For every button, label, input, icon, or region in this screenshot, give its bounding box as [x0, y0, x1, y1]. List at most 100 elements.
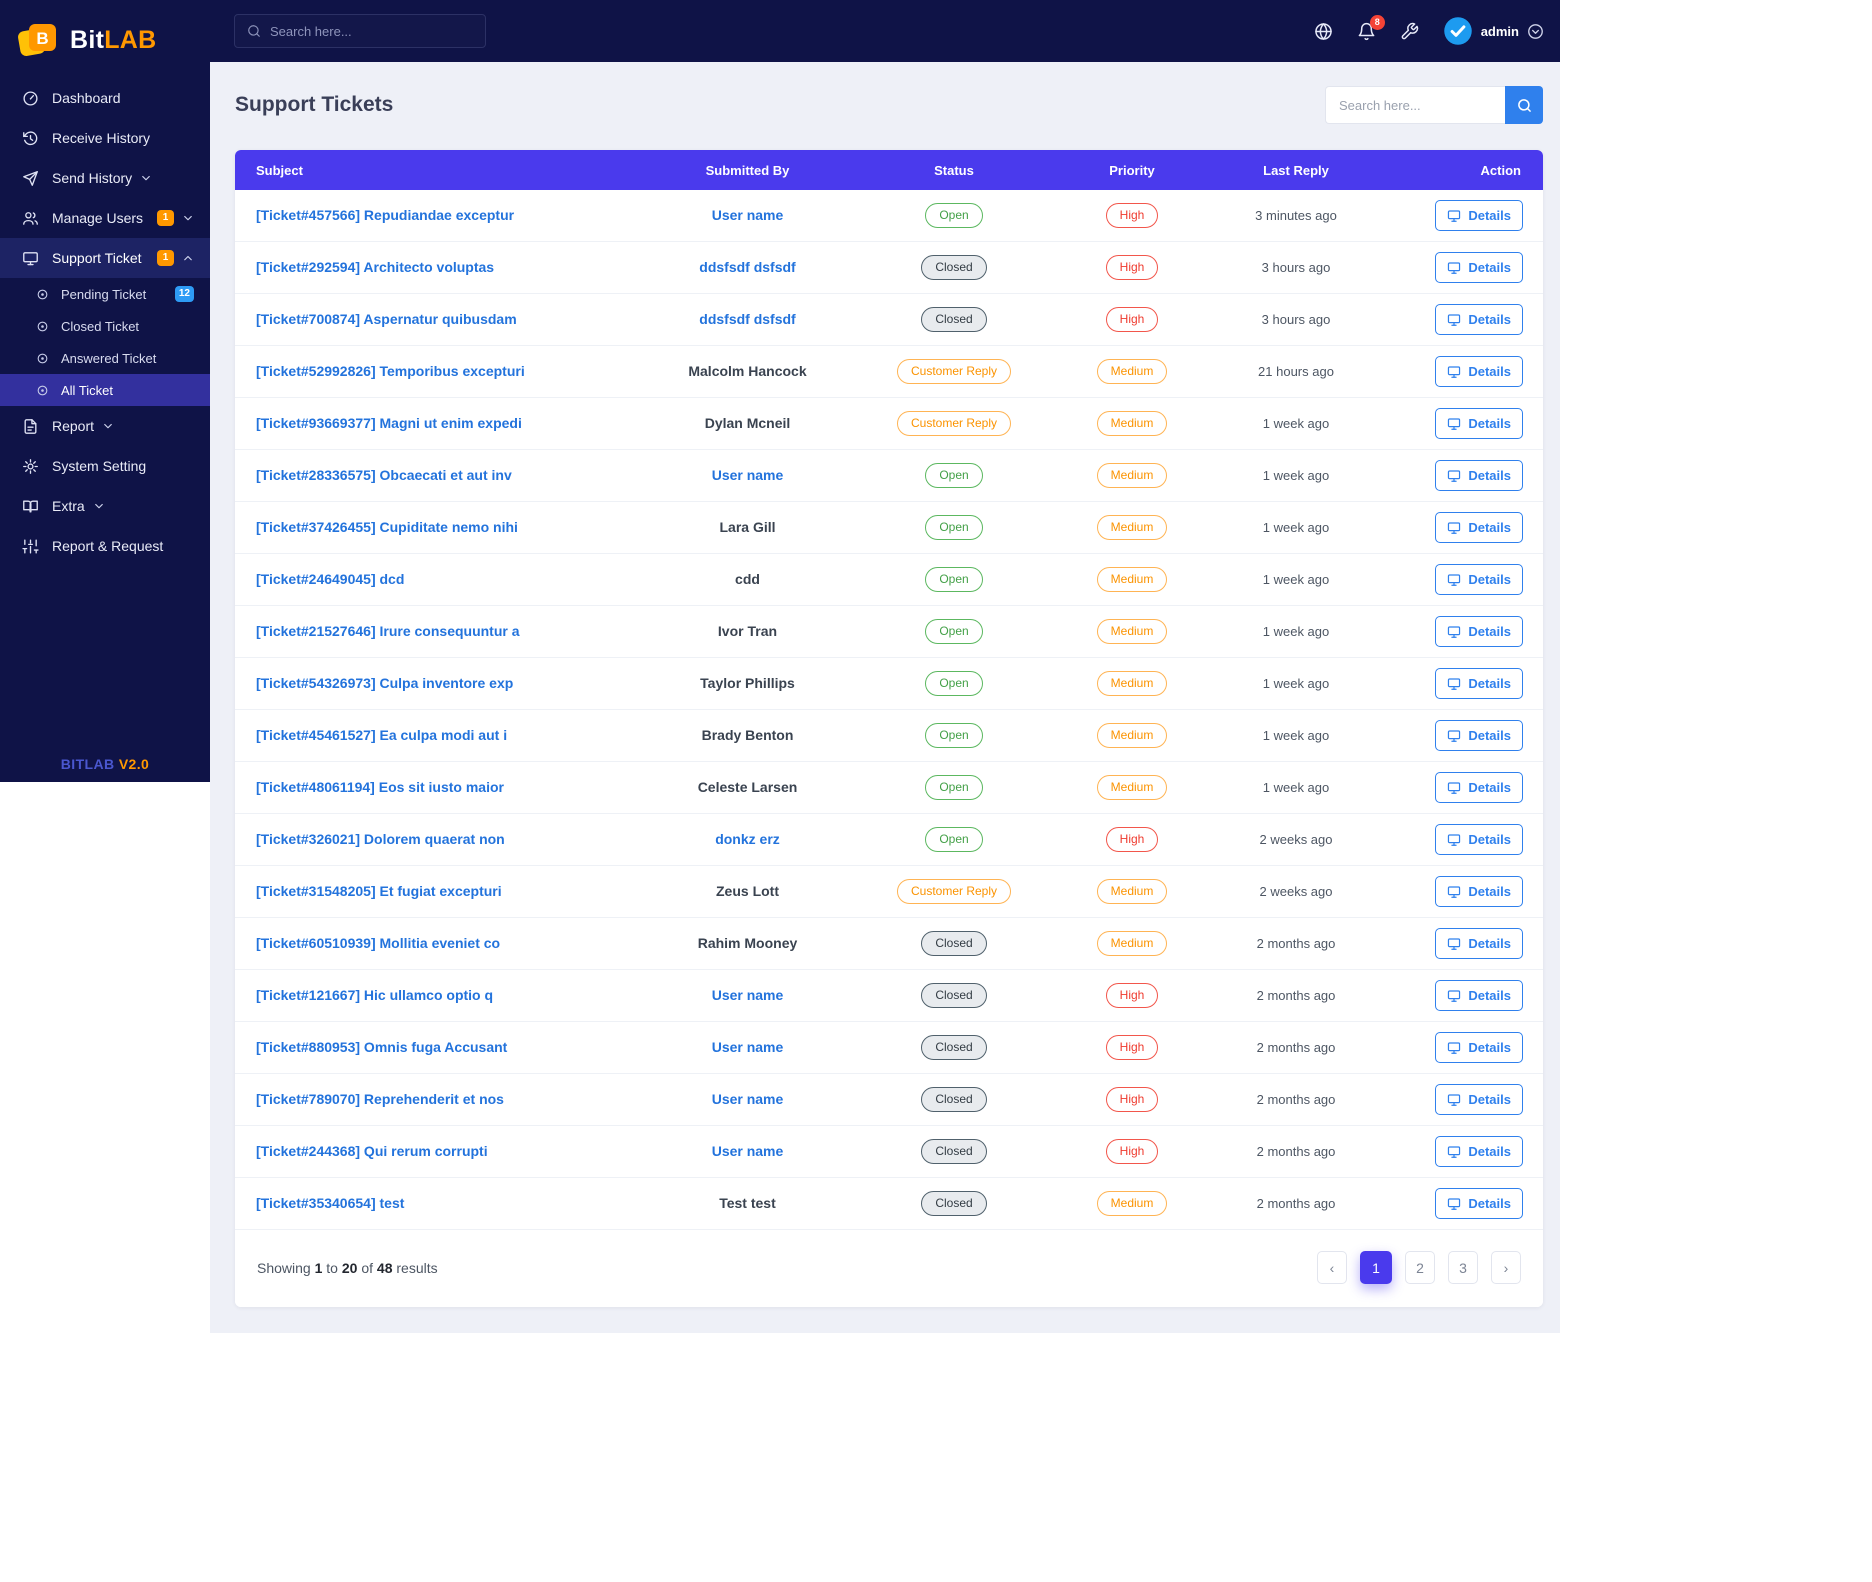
- ticket-subject-link[interactable]: [Ticket#880953] Omnis fuga Accusant: [256, 1038, 508, 1055]
- ticket-subject-link[interactable]: [Ticket#24649045] dcd: [256, 570, 405, 587]
- chevron-down-icon: [182, 212, 194, 224]
- details-button[interactable]: Details: [1435, 564, 1523, 595]
- submitted-by-link[interactable]: User name: [711, 1038, 784, 1055]
- page-button-2[interactable]: 2: [1405, 1251, 1435, 1284]
- ticket-subject-link[interactable]: [Ticket#292594] Architecto voluptas: [256, 258, 495, 275]
- ticket-subject-link[interactable]: [Ticket#93669377] Magni ut enim expedi: [256, 414, 522, 431]
- details-button[interactable]: Details: [1435, 408, 1523, 439]
- status-badge: Open: [925, 774, 983, 801]
- ticket-subject-link[interactable]: [Ticket#35340654] test: [256, 1194, 405, 1211]
- details-button[interactable]: Details: [1435, 928, 1523, 959]
- submitted-by-link[interactable]: donkz erz: [715, 830, 780, 847]
- table-search-button[interactable]: [1505, 86, 1543, 124]
- sidebar-item-extra[interactable]: Extra: [0, 486, 210, 526]
- user-menu[interactable]: admin: [1443, 16, 1544, 46]
- details-button[interactable]: Details: [1435, 616, 1523, 647]
- details-label: Details: [1468, 1196, 1511, 1211]
- page-button-prev[interactable]: ‹: [1317, 1251, 1347, 1284]
- submitted-by-link[interactable]: User name: [711, 1090, 784, 1107]
- status-badge: Closed: [921, 930, 987, 957]
- details-button[interactable]: Details: [1435, 772, 1523, 803]
- sidebar-item-send-history[interactable]: Send History: [0, 158, 210, 198]
- monitor-icon: [1447, 573, 1461, 587]
- details-button[interactable]: Details: [1435, 824, 1523, 855]
- sidebar-item-support-ticket[interactable]: Support Ticket 1: [0, 238, 210, 278]
- submitted-by-link[interactable]: User name: [711, 206, 784, 223]
- submitted-by-link[interactable]: ddsfsdf dsfsdf: [699, 310, 796, 327]
- details-button[interactable]: Details: [1435, 460, 1523, 491]
- details-button[interactable]: Details: [1435, 1084, 1523, 1115]
- details-button[interactable]: Details: [1435, 356, 1523, 387]
- details-button[interactable]: Details: [1435, 876, 1523, 907]
- sidebar-subitem-answered-ticket[interactable]: Answered Ticket: [0, 342, 210, 374]
- wrench-icon[interactable]: [1400, 22, 1419, 41]
- details-button[interactable]: Details: [1435, 980, 1523, 1011]
- status-badge: Open: [925, 618, 983, 645]
- submitted-by-link[interactable]: User name: [711, 466, 784, 483]
- username: admin: [1480, 23, 1519, 39]
- ticket-subject-link[interactable]: [Ticket#700874] Aspernatur quibusdam: [256, 310, 517, 327]
- last-reply: 2 weeks ago: [1259, 832, 1333, 847]
- topbar-search-input[interactable]: [270, 23, 473, 39]
- monitor-icon: [1447, 937, 1461, 951]
- sidebar-item-receive-history[interactable]: Receive History: [0, 118, 210, 158]
- sidebar-subitem-closed-ticket[interactable]: Closed Ticket: [0, 310, 210, 342]
- ticket-subject-link[interactable]: [Ticket#244368] Qui rerum corrupti: [256, 1142, 488, 1159]
- details-button[interactable]: Details: [1435, 304, 1523, 335]
- sidebar-item-report-request[interactable]: Report & Request: [0, 526, 210, 566]
- brand[interactable]: B BitLAB: [0, 0, 210, 78]
- table-search-input[interactable]: [1325, 86, 1505, 124]
- count-badge: 1: [157, 210, 174, 226]
- status-badge: Customer Reply: [896, 410, 1012, 437]
- sidebar-item-dashboard[interactable]: Dashboard: [0, 78, 210, 118]
- page-button-3[interactable]: 3: [1448, 1251, 1478, 1284]
- submitted-by-link[interactable]: User name: [711, 986, 784, 1003]
- ticket-subject-link[interactable]: [Ticket#37426455] Cupiditate nemo nihi: [256, 518, 518, 535]
- globe-icon[interactable]: [1314, 22, 1333, 41]
- ticket-subject-link[interactable]: [Ticket#45461527] Ea culpa modi aut i: [256, 726, 508, 743]
- submitted-by: Zeus Lott: [716, 882, 779, 899]
- column-header: Status: [934, 162, 974, 178]
- ticket-subject-link[interactable]: [Ticket#60510939] Mollitia eveniet co: [256, 934, 501, 951]
- last-reply: 2 months ago: [1256, 1196, 1336, 1211]
- ticket-subject-link[interactable]: [Ticket#326021] Dolorem quaerat non: [256, 830, 505, 847]
- details-button[interactable]: Details: [1435, 252, 1523, 283]
- ticket-subject-link[interactable]: [Ticket#789070] Reprehenderit et nos: [256, 1090, 504, 1107]
- sidebar-item-label: System Setting: [52, 458, 147, 474]
- table-row: [Ticket#789070] Reprehenderit et nos User…: [235, 1074, 1543, 1126]
- details-button[interactable]: Details: [1435, 512, 1523, 543]
- app-version: BITLAB V2.0: [60, 756, 150, 772]
- sidebar-subitem-all-ticket[interactable]: All Ticket: [0, 374, 210, 406]
- details-button[interactable]: Details: [1435, 200, 1523, 231]
- page-button-next[interactable]: ›: [1491, 1251, 1521, 1284]
- sidebar-subitem-pending-ticket[interactable]: Pending Ticket 12: [0, 278, 210, 310]
- ticket-subject-link[interactable]: [Ticket#28336575] Obcaecati et aut inv: [256, 466, 512, 483]
- details-button[interactable]: Details: [1435, 1032, 1523, 1063]
- details-label: Details: [1468, 572, 1511, 587]
- page-button-1[interactable]: 1: [1360, 1251, 1392, 1284]
- ticket-subject-link[interactable]: [Ticket#54326973] Culpa inventore exp: [256, 674, 514, 691]
- ticket-subject-link[interactable]: [Ticket#31548205] Et fugiat excepturi: [256, 882, 502, 899]
- ticket-subject-link[interactable]: [Ticket#48061194] Eos sit iusto maior: [256, 778, 504, 795]
- submitted-by-link[interactable]: User name: [711, 1142, 784, 1159]
- monitor-icon: [1447, 521, 1461, 535]
- details-button[interactable]: Details: [1435, 1188, 1523, 1219]
- ticket-subject-link[interactable]: [Ticket#121667] Hic ullamco optio q: [256, 986, 494, 1003]
- details-button[interactable]: Details: [1435, 720, 1523, 751]
- last-reply: 2 months ago: [1256, 988, 1336, 1003]
- submitted-by: Dylan Mcneil: [704, 414, 791, 431]
- details-button[interactable]: Details: [1435, 668, 1523, 699]
- submitted-by-link[interactable]: ddsfsdf dsfsdf: [699, 258, 796, 275]
- details-label: Details: [1468, 988, 1511, 1003]
- ticket-subject-link[interactable]: [Ticket#21527646] Irure consequuntur a: [256, 622, 520, 639]
- details-label: Details: [1468, 832, 1511, 847]
- details-button[interactable]: Details: [1435, 1136, 1523, 1167]
- sidebar-item-manage-users[interactable]: Manage Users 1: [0, 198, 210, 238]
- ticket-subject-link[interactable]: [Ticket#457566] Repudiandae exceptur: [256, 206, 515, 223]
- sidebar-item-report[interactable]: Report: [0, 406, 210, 446]
- circle-dot-icon: [36, 288, 49, 301]
- bell-icon[interactable]: 8: [1357, 14, 1385, 41]
- sidebar-item-system-setting[interactable]: System Setting: [0, 446, 210, 486]
- last-reply: 1 week ago: [1262, 520, 1330, 535]
- ticket-subject-link[interactable]: [Ticket#52992826] Temporibus excepturi: [256, 362, 525, 379]
